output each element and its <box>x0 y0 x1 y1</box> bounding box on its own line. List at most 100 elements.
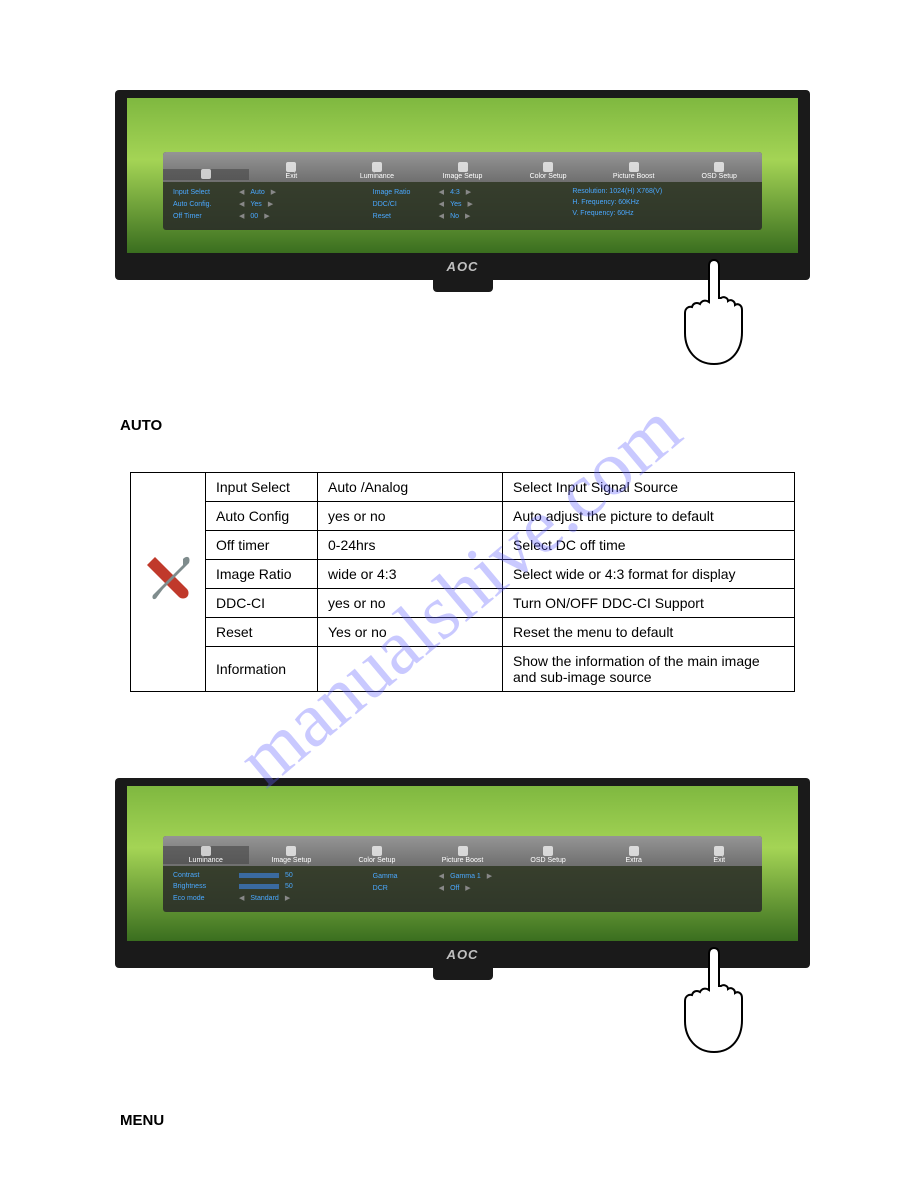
osd-tab-label: Image Setup <box>272 857 312 864</box>
monitor-stand <box>433 968 493 980</box>
osd-setting-value: Auto <box>250 189 264 196</box>
osd-info-line: H. Frequency: 60KHz <box>572 199 752 206</box>
osd-tab: OSD Setup <box>676 162 762 180</box>
section-label-auto: AUTO <box>120 417 162 434</box>
arrow-right-icon: ▶ <box>271 188 276 196</box>
arrow-left-icon: ◀ <box>439 200 444 208</box>
table-row: DDC-CI yes or no Turn ON/OFF DDC-CI Supp… <box>131 589 795 618</box>
monitor-logo: AOC <box>447 259 479 274</box>
osd-menu-2: Luminance Image Setup Color Setup Pictur… <box>163 836 762 912</box>
osd-tab: Exit <box>676 846 762 864</box>
setting-value: wide or 4:3 <box>318 560 503 589</box>
osd-row: Image Ratio◀4:3▶ <box>373 188 553 196</box>
setting-desc: Auto adjust the picture to default <box>503 502 795 531</box>
setting-value: Auto /Analog <box>318 473 503 502</box>
osd-setting-label: Reset <box>373 213 433 220</box>
picture-boost-icon <box>458 846 468 856</box>
osd-setting-label: Brightness <box>173 883 233 890</box>
osd-tab: Image Setup <box>420 162 506 180</box>
osd-tab: Picture Boost <box>420 846 506 864</box>
monitor-screen: Exit Luminance Image Setup Color Setup P… <box>127 98 798 253</box>
osd-tab: OSD Setup <box>505 846 591 864</box>
setting-name: Auto Config <box>206 502 318 531</box>
osd-row: Off Timer◀00▶ <box>173 212 353 220</box>
setting-desc: Reset the menu to default <box>503 618 795 647</box>
arrow-left-icon: ◀ <box>239 894 244 902</box>
osd-setting-label: Gamma <box>373 873 433 880</box>
osd-tab: Luminance <box>163 846 249 864</box>
arrow-left-icon: ◀ <box>439 212 444 220</box>
osd-tab-label: Color Setup <box>530 173 567 180</box>
setting-name: DDC-CI <box>206 589 318 618</box>
table-icon-cell <box>131 473 206 692</box>
pointing-hand-icon <box>678 258 750 368</box>
osd-tab-label: Picture Boost <box>613 173 655 180</box>
slider-bar <box>239 873 279 878</box>
osd-tab: Extra <box>591 846 677 864</box>
osd-column <box>572 872 752 906</box>
osd-row: Auto Config.◀Yes▶ <box>173 200 353 208</box>
monitor-screenshot-1: Exit Luminance Image Setup Color Setup P… <box>115 90 810 292</box>
arrow-right-icon: ▶ <box>264 212 269 220</box>
osd-setting-label: Eco mode <box>173 895 233 902</box>
setting-desc: Select DC off time <box>503 531 795 560</box>
osd-column: Image Ratio◀4:3▶ DDC/CI◀Yes▶ Reset ◀ No ▶ <box>373 188 553 224</box>
osd-row: Brightness50 <box>173 883 353 890</box>
osd-setting-value: Gamma 1 <box>450 873 481 880</box>
pointing-hand-icon <box>678 946 750 1056</box>
table-row: Auto Config yes or no Auto adjust the pi… <box>131 502 795 531</box>
color-setup-icon <box>543 162 553 172</box>
section-label-menu: MENU <box>120 1112 164 1129</box>
monitor-logo: AOC <box>447 947 479 962</box>
wrench-screwdriver-icon <box>143 553 193 608</box>
osd-tab-label: Exit <box>713 857 725 864</box>
exit-icon <box>286 162 296 172</box>
setting-value <box>318 647 503 692</box>
osd-setting-value: Standard <box>250 895 278 902</box>
setting-desc: Turn ON/OFF DDC-CI Support <box>503 589 795 618</box>
osd-setting-value: Yes <box>250 201 261 208</box>
arrow-left-icon: ◀ <box>439 872 444 880</box>
setting-name: Off timer <box>206 531 318 560</box>
osd-tab <box>163 169 249 180</box>
osd-tab-label: Luminance <box>189 857 223 864</box>
osd-column: Gamma◀Gamma 1▶ DCR◀Off▶ <box>373 872 553 906</box>
osd-setting-value: 00 <box>250 213 258 220</box>
osd-tab-label: Luminance <box>360 173 394 180</box>
osd-row: DDC/CI◀Yes▶ <box>373 200 553 208</box>
osd-tab-row: Exit Luminance Image Setup Color Setup P… <box>163 152 762 182</box>
monitor-screenshot-2: Luminance Image Setup Color Setup Pictur… <box>115 778 810 980</box>
osd-info-line: Resolution: 1024(H) X768(V) <box>572 188 752 195</box>
setting-value: yes or no <box>318 502 503 531</box>
arrow-left-icon: ◀ <box>439 884 444 892</box>
osd-body: Contrast50 Brightness50 Eco mode◀Standar… <box>163 866 762 912</box>
table-row: Off timer 0-24hrs Select DC off time <box>131 531 795 560</box>
settings-table: Input Select Auto /Analog Select Input S… <box>130 472 795 692</box>
setting-desc: Show the information of the main image a… <box>503 647 795 692</box>
arrow-right-icon: ▶ <box>487 872 492 880</box>
setting-name: Input Select <box>206 473 318 502</box>
osd-row: Eco mode◀Standard▶ <box>173 894 353 902</box>
setting-desc: Select wide or 4:3 format for display <box>503 560 795 589</box>
monitor-stand <box>433 280 493 292</box>
arrow-right-icon: ▶ <box>465 884 470 892</box>
osd-tab-label: Image Setup <box>443 173 483 180</box>
osd-setting-label: Auto Config. <box>173 201 233 208</box>
osd-row: Gamma ◀ Gamma 1 ▶ <box>373 872 553 880</box>
arrow-right-icon: ▶ <box>466 188 471 196</box>
osd-setting-value: No <box>450 213 459 220</box>
image-setup-icon <box>286 846 296 856</box>
osd-row: DCR◀Off▶ <box>373 884 553 892</box>
osd-setting-value: Off <box>450 885 459 892</box>
osd-row: Reset◀No▶ <box>373 212 553 220</box>
arrow-left-icon: ◀ <box>239 188 244 196</box>
osd-tab: Exit <box>249 162 335 180</box>
setting-name: Image Ratio <box>206 560 318 589</box>
osd-setup-icon <box>543 846 553 856</box>
osd-setting-label: Off Timer <box>173 213 233 220</box>
osd-column: Contrast50 Brightness50 Eco mode◀Standar… <box>173 872 353 906</box>
osd-info-line: V. Frequency: 60Hz <box>572 210 752 217</box>
monitor-screen: Luminance Image Setup Color Setup Pictur… <box>127 786 798 941</box>
arrow-right-icon: ▶ <box>467 200 472 208</box>
monitor-frame: Exit Luminance Image Setup Color Setup P… <box>115 90 810 280</box>
